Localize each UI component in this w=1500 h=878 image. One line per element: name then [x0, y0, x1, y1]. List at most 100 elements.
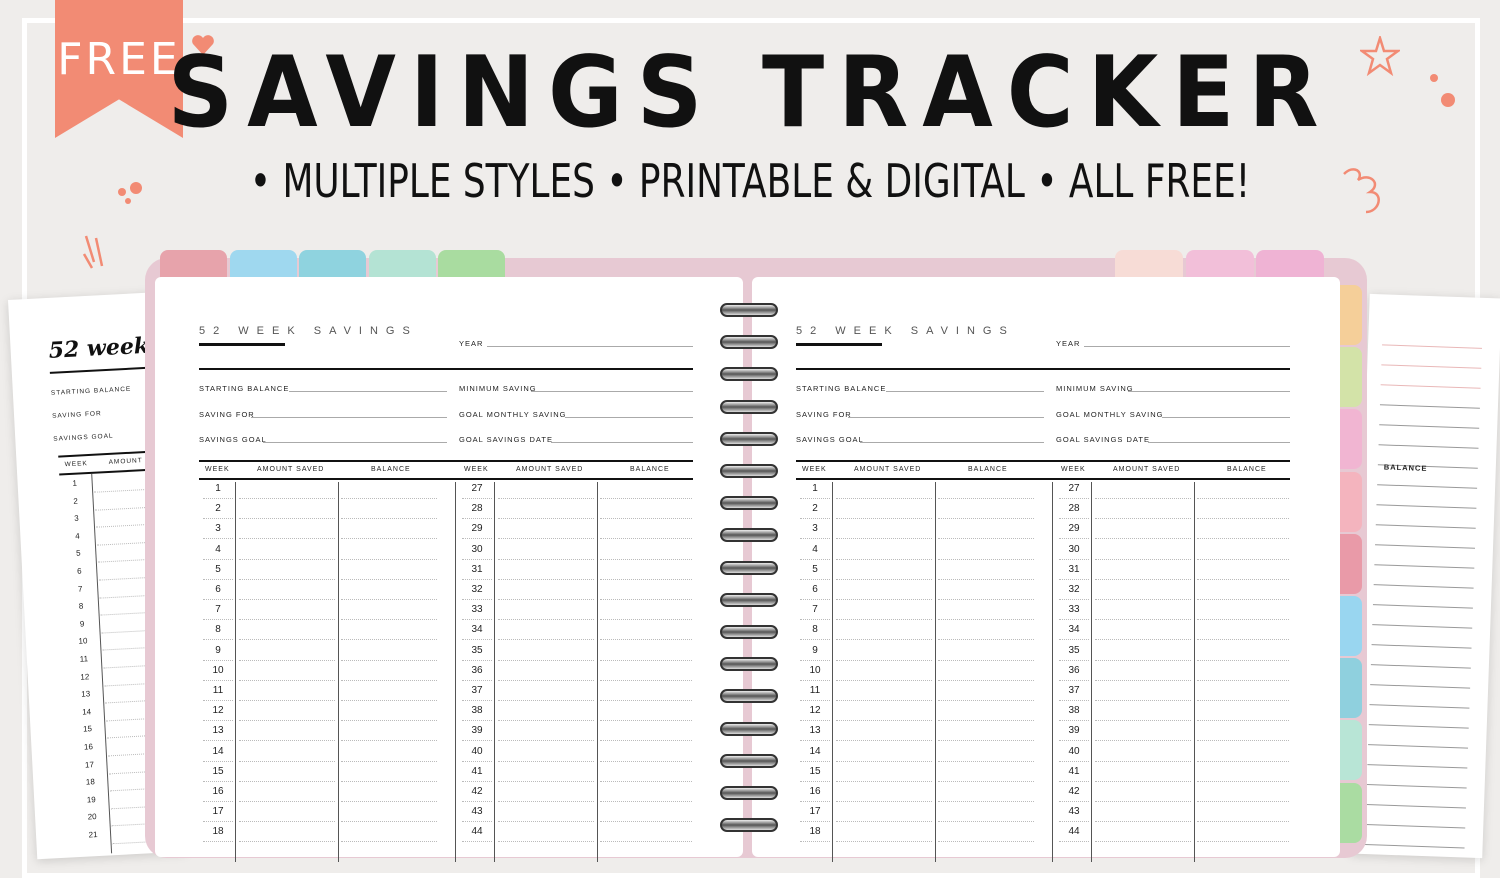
balance-cell[interactable]	[938, 740, 1034, 742]
amount-cell[interactable]	[498, 619, 594, 621]
field-line[interactable]	[1162, 416, 1290, 418]
balance-cell[interactable]	[1197, 578, 1289, 580]
amount-cell[interactable]	[836, 558, 932, 560]
field-line[interactable]	[263, 442, 447, 443]
balance-cell[interactable]	[938, 700, 1034, 701]
amount-cell[interactable]	[1095, 558, 1191, 560]
amount-cell[interactable]	[239, 780, 335, 782]
balance-cell[interactable]	[600, 700, 692, 701]
field-line[interactable]	[531, 391, 693, 392]
balance-cell[interactable]	[938, 498, 1034, 499]
balance-cell[interactable]	[600, 801, 692, 802]
amount-cell[interactable]	[498, 780, 594, 782]
amount-cell[interactable]	[1095, 821, 1191, 823]
balance-cell[interactable]	[600, 841, 692, 843]
balance-cell[interactable]	[1197, 780, 1289, 782]
amount-cell[interactable]	[239, 720, 335, 722]
side-tab[interactable]	[1336, 596, 1362, 656]
field-line[interactable]	[860, 442, 1044, 443]
balance-cell[interactable]	[1197, 760, 1289, 762]
amount-cell[interactable]	[836, 599, 932, 600]
amount-cell[interactable]	[836, 538, 932, 540]
balance-cell[interactable]	[600, 760, 692, 762]
balance-cell[interactable]	[341, 599, 437, 600]
balance-cell[interactable]	[938, 679, 1034, 681]
amount-cell[interactable]	[239, 639, 335, 641]
balance-cell[interactable]	[600, 599, 692, 600]
amount-cell[interactable]	[239, 821, 335, 823]
balance-cell[interactable]	[600, 659, 692, 661]
balance-cell[interactable]	[938, 780, 1034, 782]
side-tab[interactable]	[1336, 782, 1362, 843]
balance-cell[interactable]	[1197, 659, 1289, 661]
amount-cell[interactable]	[1095, 619, 1191, 621]
balance-cell[interactable]	[341, 538, 437, 540]
amount-cell[interactable]	[836, 679, 932, 681]
amount-cell[interactable]	[239, 558, 335, 560]
balance-cell[interactable]	[600, 821, 692, 823]
field-line[interactable]	[1148, 442, 1290, 443]
amount-cell[interactable]	[498, 700, 594, 701]
amount-cell[interactable]	[1095, 498, 1191, 499]
balance-cell[interactable]	[600, 720, 692, 722]
balance-cell[interactable]	[341, 679, 437, 681]
balance-cell[interactable]	[938, 518, 1034, 520]
balance-cell[interactable]	[600, 619, 692, 621]
balance-cell[interactable]	[341, 780, 437, 782]
balance-cell[interactable]	[341, 659, 437, 661]
amount-cell[interactable]	[836, 578, 932, 580]
balance-cell[interactable]	[1197, 821, 1289, 823]
balance-cell[interactable]	[1197, 740, 1289, 742]
balance-cell[interactable]	[341, 760, 437, 762]
amount-cell[interactable]	[1095, 841, 1191, 843]
balance-cell[interactable]	[938, 841, 1034, 843]
amount-cell[interactable]	[1095, 659, 1191, 661]
amount-cell[interactable]	[836, 700, 932, 701]
amount-cell[interactable]	[836, 760, 932, 762]
amount-cell[interactable]	[498, 740, 594, 742]
amount-cell[interactable]	[498, 558, 594, 560]
balance-cell[interactable]	[1197, 720, 1289, 722]
amount-cell[interactable]	[239, 841, 335, 843]
field-line[interactable]	[886, 391, 1044, 392]
field-line[interactable]	[551, 442, 693, 443]
balance-cell[interactable]	[1197, 801, 1289, 802]
balance-cell[interactable]	[1197, 538, 1289, 540]
balance-cell[interactable]	[600, 679, 692, 681]
amount-cell[interactable]	[1095, 700, 1191, 701]
amount-cell[interactable]	[1095, 679, 1191, 681]
amount-cell[interactable]	[498, 821, 594, 823]
amount-cell[interactable]	[1095, 599, 1191, 600]
balance-cell[interactable]	[1197, 619, 1289, 621]
balance-cell[interactable]	[341, 518, 437, 520]
amount-cell[interactable]	[498, 518, 594, 520]
field-line[interactable]	[565, 416, 693, 418]
amount-cell[interactable]	[498, 679, 594, 681]
balance-cell[interactable]	[600, 518, 692, 520]
amount-cell[interactable]	[836, 801, 932, 802]
amount-cell[interactable]	[836, 841, 932, 843]
year-line[interactable]	[1084, 346, 1290, 347]
amount-cell[interactable]	[1095, 578, 1191, 580]
amount-cell[interactable]	[836, 518, 932, 520]
balance-cell[interactable]	[341, 841, 437, 843]
side-tab[interactable]	[1336, 347, 1362, 408]
balance-cell[interactable]	[938, 801, 1034, 802]
amount-cell[interactable]	[836, 498, 932, 499]
balance-cell[interactable]	[938, 558, 1034, 560]
amount-cell[interactable]	[239, 760, 335, 762]
balance-cell[interactable]	[600, 740, 692, 742]
balance-cell[interactable]	[341, 801, 437, 802]
balance-cell[interactable]	[600, 780, 692, 782]
amount-cell[interactable]	[1095, 760, 1191, 762]
amount-cell[interactable]	[1095, 518, 1191, 520]
amount-cell[interactable]	[239, 538, 335, 540]
side-tab[interactable]	[1336, 285, 1362, 345]
amount-cell[interactable]	[239, 619, 335, 621]
balance-cell[interactable]	[938, 599, 1034, 600]
amount-cell[interactable]	[239, 599, 335, 600]
amount-cell[interactable]	[836, 821, 932, 823]
amount-cell[interactable]	[836, 619, 932, 621]
amount-cell[interactable]	[498, 801, 594, 802]
amount-cell[interactable]	[836, 720, 932, 722]
